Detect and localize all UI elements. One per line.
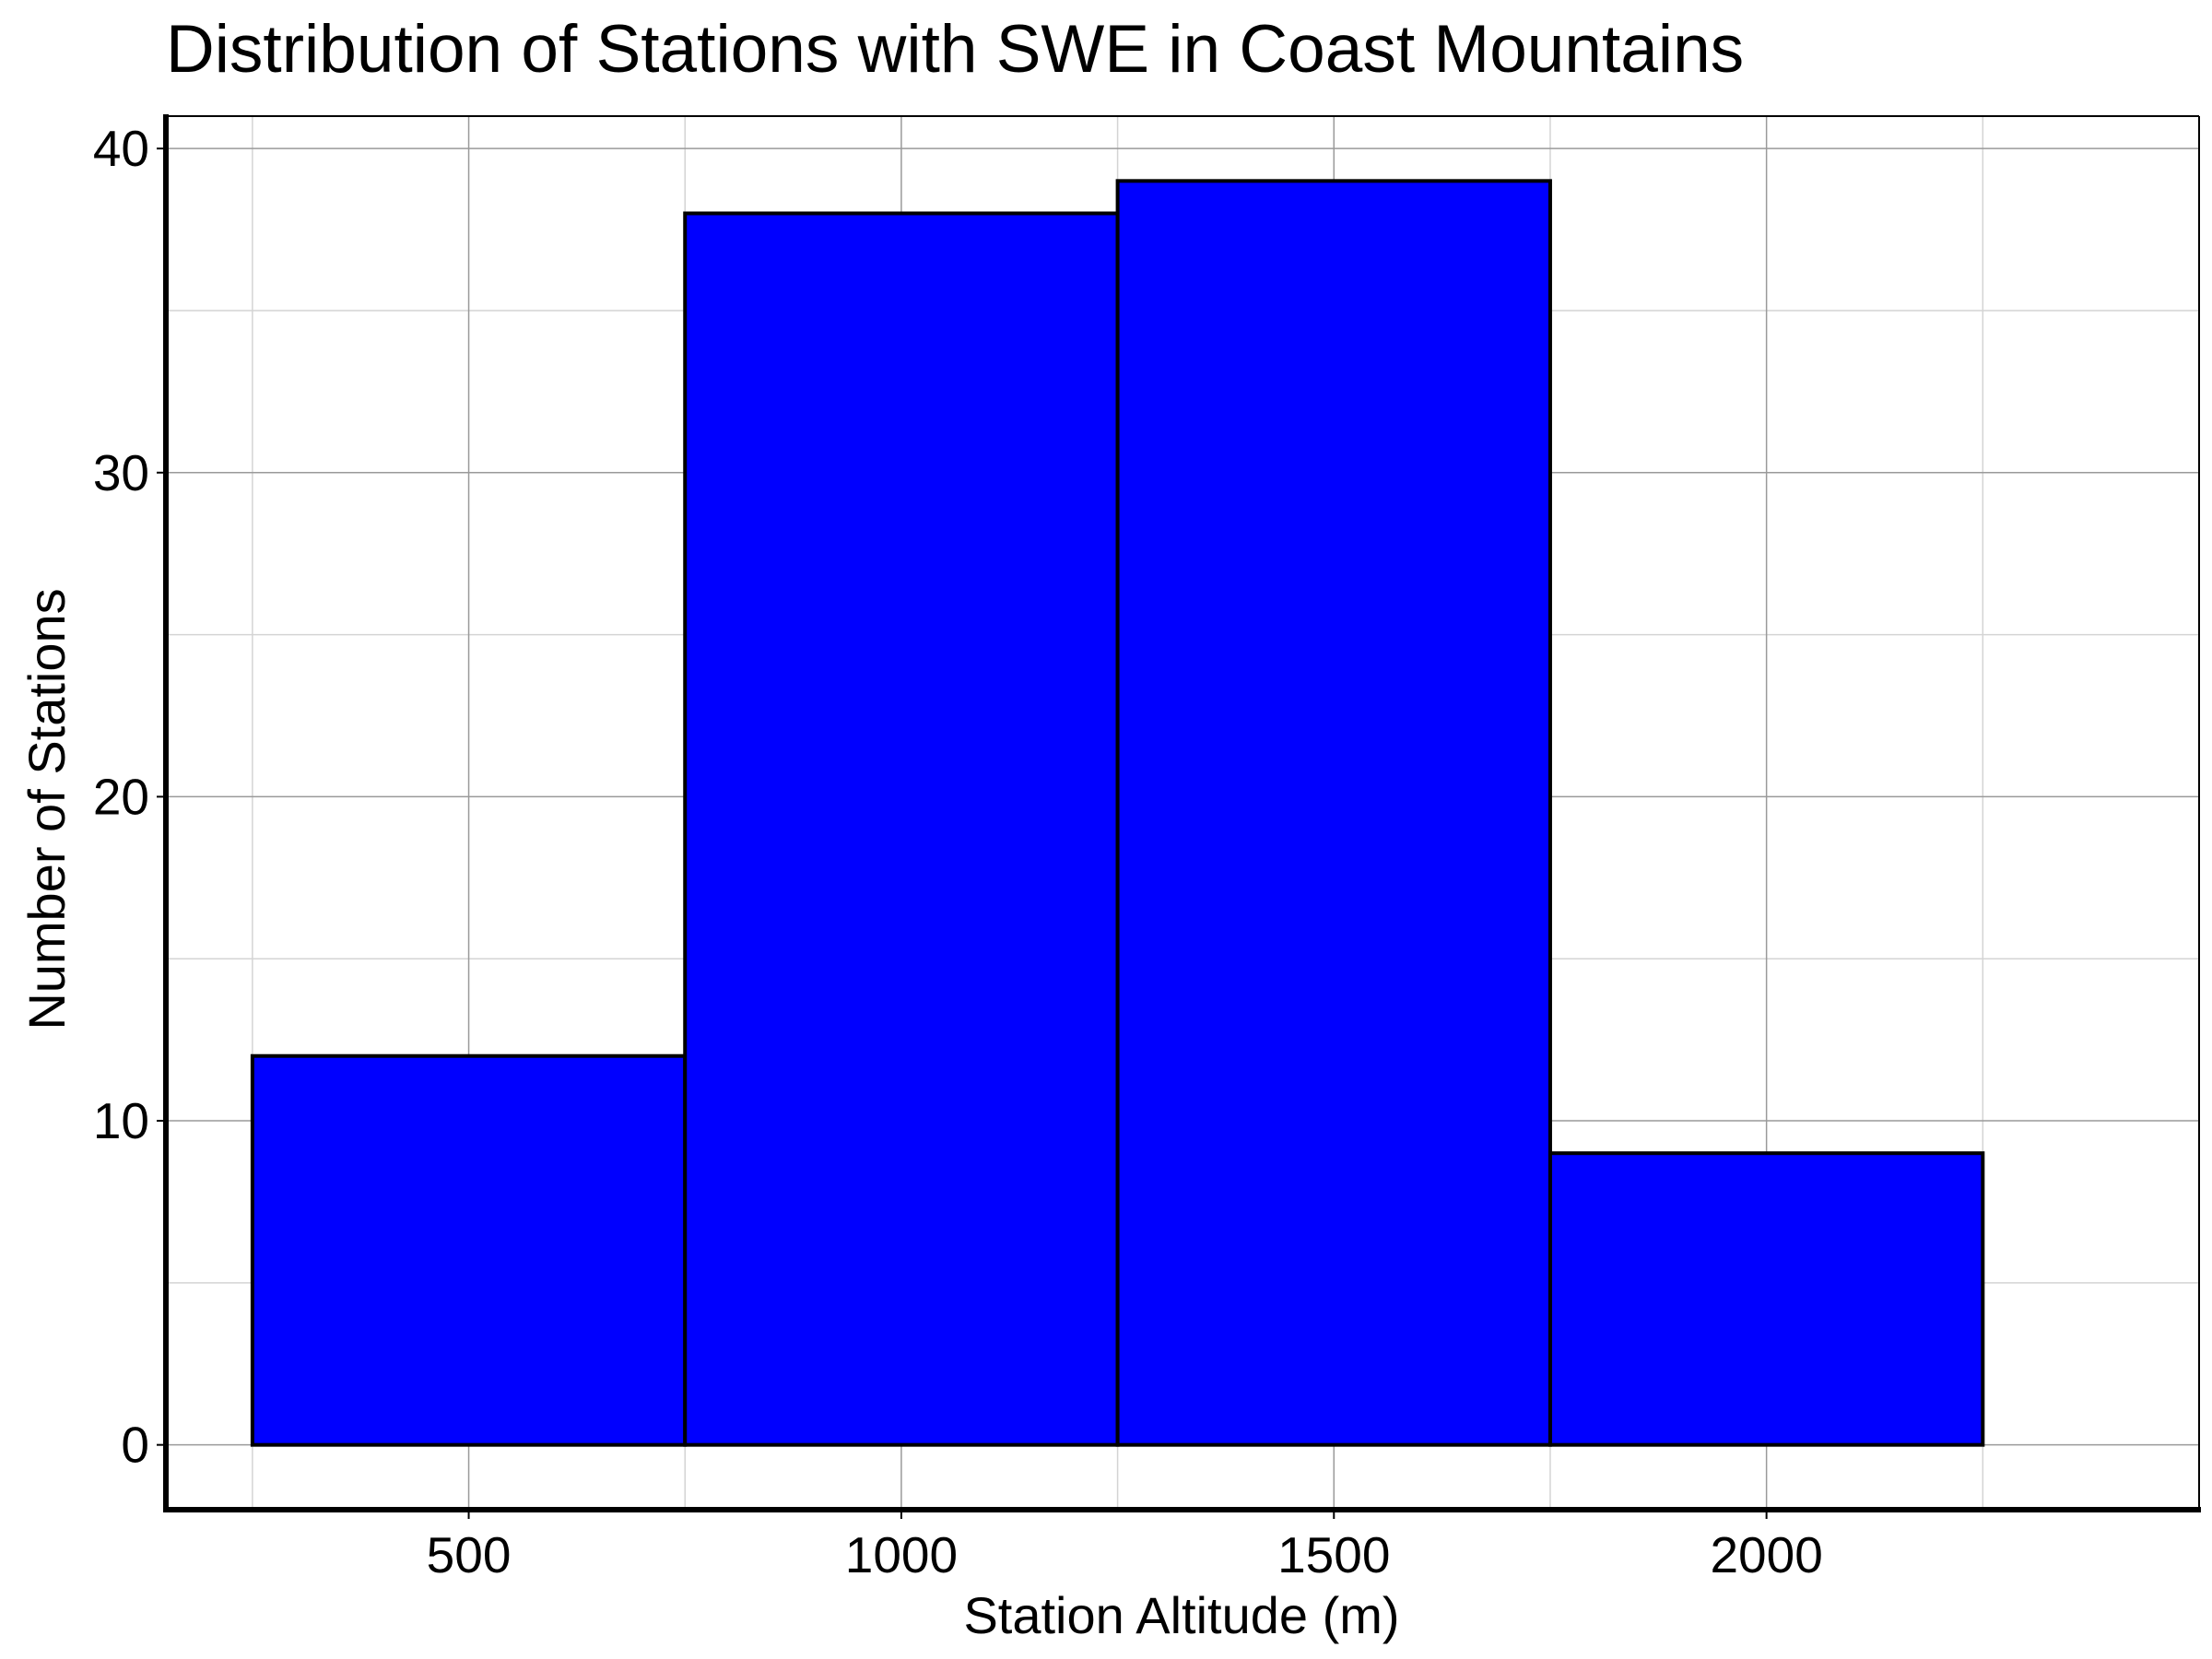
histogram-bar (1115, 179, 1552, 1447)
x-tick-label: 1000 (845, 1526, 958, 1583)
x-tick-label: 1500 (1277, 1526, 1390, 1583)
x-axis-title: Station Altitude (m) (963, 1586, 1399, 1644)
y-tick-label: 40 (93, 120, 149, 177)
histogram-bar (683, 211, 1120, 1447)
histogram-bar (1547, 1151, 1985, 1447)
histogram-bar (250, 1053, 688, 1447)
x-tick-label: 500 (427, 1526, 512, 1583)
y-tick-label: 0 (121, 1417, 149, 1474)
tick-labels: 500 1000 1500 2000 0 10 20 30 40 (93, 120, 1823, 1583)
y-tick-label: 10 (93, 1092, 149, 1149)
x-tick-label: 2000 (1710, 1526, 1822, 1583)
bars (250, 179, 1985, 1447)
y-tick-label: 20 (93, 768, 149, 825)
axes (157, 114, 2201, 1519)
y-tick-label: 30 (93, 444, 149, 501)
chart-title: Distribution of Stations with SWE in Coa… (166, 12, 1744, 87)
y-axis-title: Number of Stations (18, 588, 76, 1030)
